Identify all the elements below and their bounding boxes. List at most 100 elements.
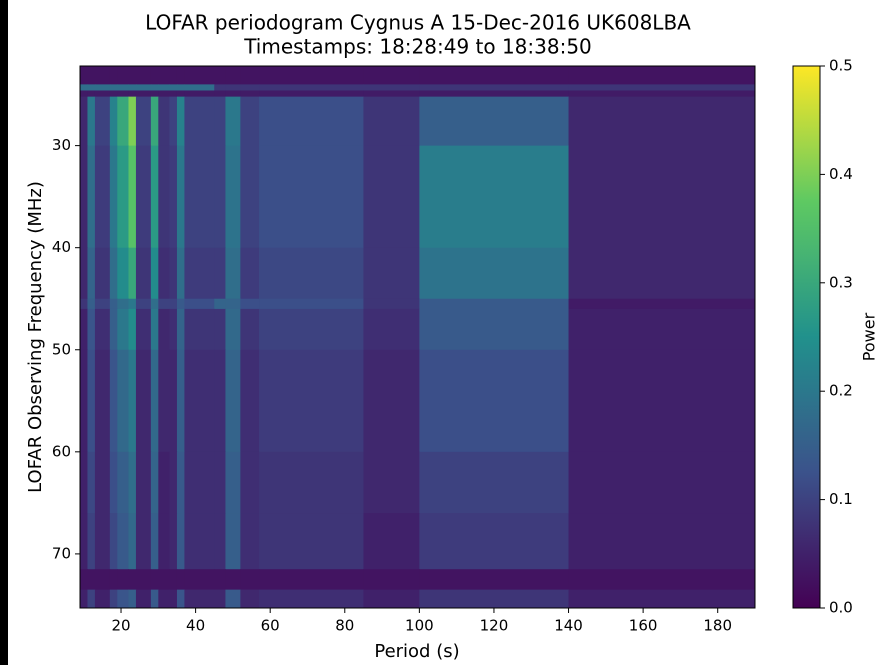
heatmap-cell (109, 349, 118, 453)
heatmap-cell (568, 308, 756, 351)
heatmap-cell (128, 84, 137, 91)
heatmap-cell (135, 90, 152, 98)
heatmap-cell (94, 513, 111, 570)
heatmap-cell (135, 96, 152, 147)
heatmap-cell (214, 308, 226, 351)
heatmap-cell (169, 451, 178, 514)
heatmap-cell (94, 247, 111, 300)
heatmap-cell (128, 96, 137, 147)
heatmap-cell (109, 90, 118, 98)
heatmap-cell (128, 513, 137, 570)
heatmap-cell (225, 90, 241, 98)
x-tick-label: 120 (480, 617, 509, 635)
heatmap-cell (94, 66, 111, 85)
heatmap-cell (80, 96, 88, 147)
heatmap-cell (419, 84, 570, 91)
y-tick-label: 70 (52, 544, 71, 562)
heatmap-cell (568, 90, 756, 98)
heatmap-cell (80, 589, 88, 609)
heatmap-cell (225, 298, 241, 310)
colorbar-tick-label: 0.4 (829, 165, 853, 183)
heatmap-cell (169, 349, 178, 453)
heatmap-cell (259, 349, 364, 453)
heatmap-cell (259, 66, 364, 85)
heatmap-cell (80, 349, 88, 453)
heatmap-cell (363, 451, 420, 514)
heatmap-cell (150, 451, 159, 514)
heatmap-cell (117, 569, 129, 591)
x-tick-label: 40 (186, 617, 205, 635)
heatmap-cell (176, 308, 185, 351)
heatmap-cell (80, 145, 88, 249)
x-axis-label: Period (s) (374, 641, 459, 662)
heatmap-cell (135, 589, 152, 609)
heatmap-cell (225, 513, 241, 570)
heatmap-cell (176, 349, 185, 453)
heatmap-cell (87, 513, 96, 570)
heatmap-cell (169, 84, 178, 91)
heatmap-cell (87, 247, 96, 300)
heatmap-cell (117, 308, 129, 351)
heatmap-cell (240, 569, 260, 591)
heatmap-cell (135, 145, 152, 249)
heatmap-cell (184, 66, 215, 85)
heatmap-cell (259, 84, 364, 91)
heatmap-cell (117, 84, 129, 91)
heatmap-cell (363, 308, 420, 351)
heatmap-cell (87, 145, 96, 249)
heatmap-cell (128, 247, 137, 300)
heatmap-cell (363, 84, 420, 91)
heatmap-cell (184, 569, 215, 591)
heatmap-cell (109, 451, 118, 514)
heatmap-cell (176, 513, 185, 570)
heatmap-cell (184, 145, 215, 249)
heatmap-cell (158, 66, 171, 85)
heatmap-cell (128, 308, 137, 351)
heatmap-cell (158, 247, 171, 300)
colorbar (792, 65, 821, 609)
heatmap-cell (94, 589, 111, 609)
heatmap-cell (568, 298, 756, 310)
heatmap-cell (135, 513, 152, 570)
heatmap-cell (363, 145, 420, 249)
heatmap-cell (214, 96, 226, 147)
heatmap-cell (240, 451, 260, 514)
heatmap-cell (568, 569, 756, 591)
heatmap-cell (158, 589, 171, 609)
heatmap-cell (419, 66, 570, 85)
heatmap-cell (169, 90, 178, 98)
heatmap-cell (176, 145, 185, 249)
colorbar-label: Power (860, 312, 879, 361)
heatmap-cell (158, 145, 171, 249)
heatmap-cell (128, 90, 137, 98)
heatmap-cell (184, 349, 215, 453)
heatmap-cell (128, 145, 137, 249)
heatmap-cell (568, 451, 756, 514)
heatmap-cell (363, 247, 420, 300)
heatmap-cell (109, 66, 118, 85)
heatmap-cell (94, 569, 111, 591)
heatmap-cell (419, 589, 570, 609)
colorbar-tick-label: 0.0 (829, 599, 853, 617)
heatmap-cell (150, 96, 159, 147)
x-tick-label: 160 (629, 617, 658, 635)
heatmap-cell (158, 569, 171, 591)
heatmap-cell (363, 66, 420, 85)
y-tick-label: 30 (52, 136, 71, 154)
y-tick-label: 50 (52, 340, 71, 358)
heatmap-cell (117, 145, 129, 249)
heatmap-cell (87, 84, 96, 91)
heatmap-cell (87, 569, 96, 591)
heatmap-cell (158, 96, 171, 147)
heatmap-cell (135, 298, 152, 310)
heatmap-cell (87, 451, 96, 514)
heatmap-cell (158, 84, 171, 91)
heatmap-cell (225, 96, 241, 147)
heatmap-cell (94, 84, 111, 91)
heatmap-cell (117, 247, 129, 300)
colorbar-tick-label: 0.2 (829, 382, 853, 400)
heatmap-cell (87, 308, 96, 351)
heatmap-cell (80, 308, 88, 351)
chart-subtitle: Timestamps: 18:28:49 to 18:38:50 (243, 35, 592, 59)
